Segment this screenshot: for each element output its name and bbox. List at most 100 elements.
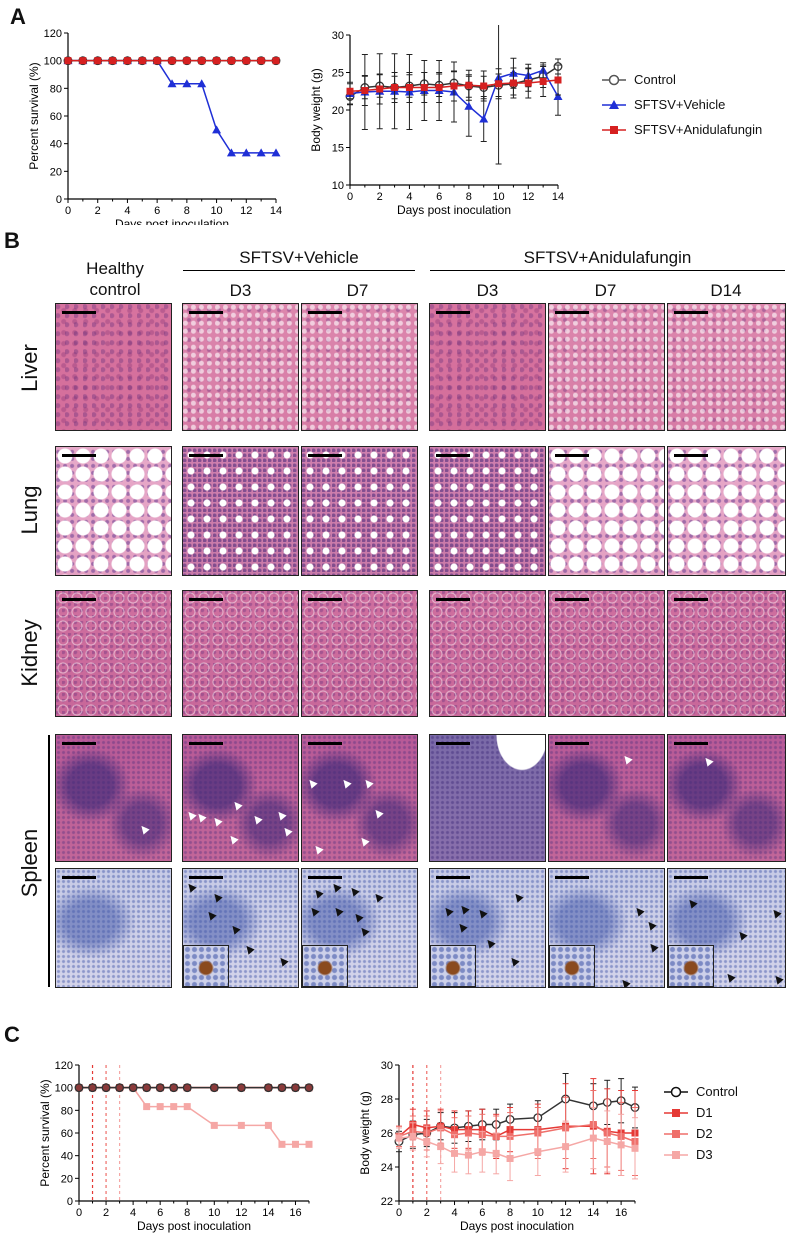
data-point: [143, 1103, 151, 1111]
scale-bar: [555, 454, 589, 457]
data-point: [305, 1140, 313, 1148]
x-axis-label: Days post inoculation: [397, 203, 511, 217]
survival-chart-a: 0 20 40 60 80 100 120 0 2 4 6 8 10 12 14 Days post inoc…: [27, 28, 282, 225]
y-tick-label: 60: [61, 1128, 73, 1140]
data-point: [291, 1083, 300, 1093]
x-tick-label: 8: [507, 1207, 513, 1219]
data-point: [437, 1124, 445, 1132]
data-point: [210, 1121, 218, 1129]
scale-bar: [555, 598, 589, 601]
data-point: [405, 84, 413, 91]
scale-bar: [189, 876, 223, 879]
data-point: [409, 1132, 417, 1140]
data-point: [617, 1141, 625, 1149]
x-tick-label: 12: [522, 191, 534, 203]
scale-bar: [62, 311, 96, 314]
x-tick-label: 10: [210, 205, 222, 217]
scale-bar: [436, 742, 470, 745]
legend-c-d1: D1: [696, 1105, 713, 1120]
scale-bar: [62, 598, 96, 601]
x-tick-label: 2: [95, 205, 101, 217]
x-tick-label: 6: [479, 1207, 485, 1219]
kidney-anidulafungin-d14-image: [667, 590, 786, 717]
arrow-marker: [372, 891, 384, 903]
data-point: [506, 1155, 514, 1162]
legend-anidulafungin-marker: [610, 126, 618, 134]
data-point: [420, 84, 428, 91]
arrow-marker: [770, 907, 782, 919]
data-point: [74, 1083, 84, 1093]
col-header-anidulafungin-d7: D7: [594, 281, 617, 300]
legend-c-markers: [664, 1086, 688, 1159]
spleen-he-vehicle-d3-image: [182, 734, 299, 862]
scale-bar: [436, 311, 470, 314]
series-sftsv-anidulafungin: [346, 64, 562, 106]
legend-control-marker: [608, 74, 620, 86]
arrow-marker: [686, 897, 698, 909]
scale-bar: [308, 876, 342, 879]
data-point: [464, 1129, 472, 1137]
data-point: [128, 1083, 138, 1093]
data-point: [524, 79, 532, 87]
kidney-healthy-image: [55, 590, 172, 717]
data-point: [562, 1143, 570, 1151]
group-header-anidulafungin: SFTSV+Anidulafungin: [523, 248, 692, 267]
y-axis-label: Body weight (g): [309, 68, 323, 151]
data-point: [236, 1083, 246, 1093]
data-point: [227, 57, 235, 65]
arrow-marker: [358, 835, 370, 847]
data-point: [346, 87, 354, 95]
x-tick-label: 4: [130, 1207, 136, 1219]
ihc-inset-image: [430, 945, 476, 987]
data-point: [153, 57, 161, 65]
panel-letter-a: A: [10, 4, 26, 29]
data-point: [361, 87, 369, 94]
y-tick-label: 40: [61, 1151, 73, 1163]
legend-d2-marker: [672, 1130, 680, 1138]
liver-vehicle-d3-image: [182, 303, 299, 431]
scale-bar: [436, 454, 470, 457]
data-point: [115, 1083, 125, 1093]
lung-vehicle-d3-image: [182, 446, 299, 576]
group-underline-anidulafungin: [430, 270, 785, 271]
panel-letter-b: B: [4, 228, 20, 253]
arrow-marker: [205, 909, 217, 921]
arrow-marker: [185, 881, 197, 893]
y-axis-label: Percent survival (%): [27, 62, 41, 169]
data-point: [271, 148, 281, 157]
y-axis-label: Percent survival (%): [38, 1079, 52, 1186]
x-tick-label: 12: [240, 205, 252, 217]
x-axis-label: Days post inoculation: [460, 1219, 574, 1233]
series-d1: [395, 1078, 639, 1176]
spleen-ihc-anidulafungin-d7-image: [548, 868, 665, 988]
col-header-anidulafungin-d3: D3: [476, 281, 499, 300]
spleen-he-anidulafungin-d3-image: [429, 734, 546, 862]
x-tick-label: 2: [424, 1207, 430, 1219]
spleen-he-vehicle-d7-image: [301, 734, 418, 862]
data-point: [242, 57, 250, 65]
y-tick-label: 100: [44, 56, 62, 68]
data-point: [631, 1144, 639, 1152]
legend-c-d2: D2: [696, 1126, 713, 1141]
bodyweight-chart-a: 10 15 20 25 30 0 2 4 6 8 10 12 14 Days post inoculati…: [309, 25, 564, 217]
scale-bar: [674, 598, 708, 601]
row-label-kidney: Kidney: [17, 619, 42, 687]
y-tick-label: 28: [381, 1094, 393, 1106]
y-tick-label: 22: [381, 1196, 393, 1208]
lung-anidulafungin-d3-image: [429, 446, 546, 576]
data-point: [167, 79, 177, 88]
data-point: [263, 1083, 273, 1093]
scale-bar: [674, 876, 708, 879]
liver-healthy-image: [55, 303, 172, 431]
x-tick-label: 6: [436, 191, 442, 203]
series-d3: [395, 1107, 639, 1182]
x-tick-label: 6: [157, 1207, 163, 1219]
series-sftsv-anidulafungin: [64, 57, 280, 65]
data-point: [478, 1148, 486, 1156]
legend-a-markers: [602, 74, 626, 134]
liver-anidulafungin-d3-image: [429, 303, 546, 431]
arrow-marker: [306, 777, 318, 789]
arrow-marker: [231, 799, 243, 811]
spleen-ihc-anidulafungin-d3-image: [429, 868, 546, 988]
x-tick-label: 12: [559, 1207, 571, 1219]
